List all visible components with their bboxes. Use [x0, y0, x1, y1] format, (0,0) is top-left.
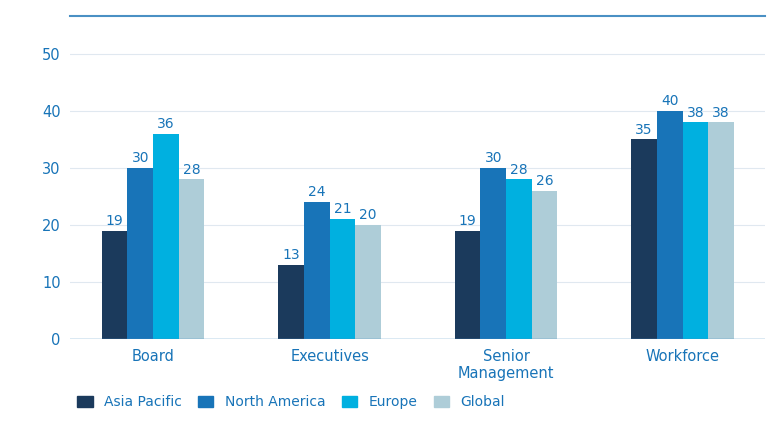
Bar: [506, 179, 532, 339]
Bar: [657, 111, 683, 339]
Bar: [127, 168, 153, 339]
Text: 38: 38: [712, 106, 729, 120]
Text: 40: 40: [661, 94, 679, 108]
Text: 30: 30: [484, 151, 502, 165]
Bar: [455, 231, 480, 339]
Bar: [179, 179, 205, 339]
Bar: [683, 122, 708, 339]
Text: 20: 20: [359, 208, 376, 222]
Text: 13: 13: [283, 248, 300, 262]
Bar: [480, 168, 506, 339]
Bar: [355, 225, 381, 339]
Bar: [153, 134, 179, 339]
Bar: [278, 265, 304, 339]
Text: 35: 35: [636, 123, 653, 136]
Text: 21: 21: [333, 202, 351, 216]
Bar: [708, 122, 734, 339]
Bar: [532, 191, 558, 339]
Text: 28: 28: [510, 162, 528, 177]
Text: 36: 36: [157, 117, 175, 131]
Bar: [304, 202, 330, 339]
Text: 19: 19: [458, 214, 476, 228]
Text: 24: 24: [308, 186, 326, 199]
Bar: [631, 140, 657, 339]
Text: 30: 30: [131, 151, 149, 165]
Text: 19: 19: [105, 214, 123, 228]
Text: 26: 26: [536, 174, 553, 188]
Text: 38: 38: [686, 106, 704, 120]
Text: 28: 28: [183, 162, 200, 177]
Bar: [330, 219, 355, 339]
Legend: Asia Pacific, North America, Europe, Global: Asia Pacific, North America, Europe, Glo…: [77, 395, 505, 409]
Bar: [102, 231, 127, 339]
